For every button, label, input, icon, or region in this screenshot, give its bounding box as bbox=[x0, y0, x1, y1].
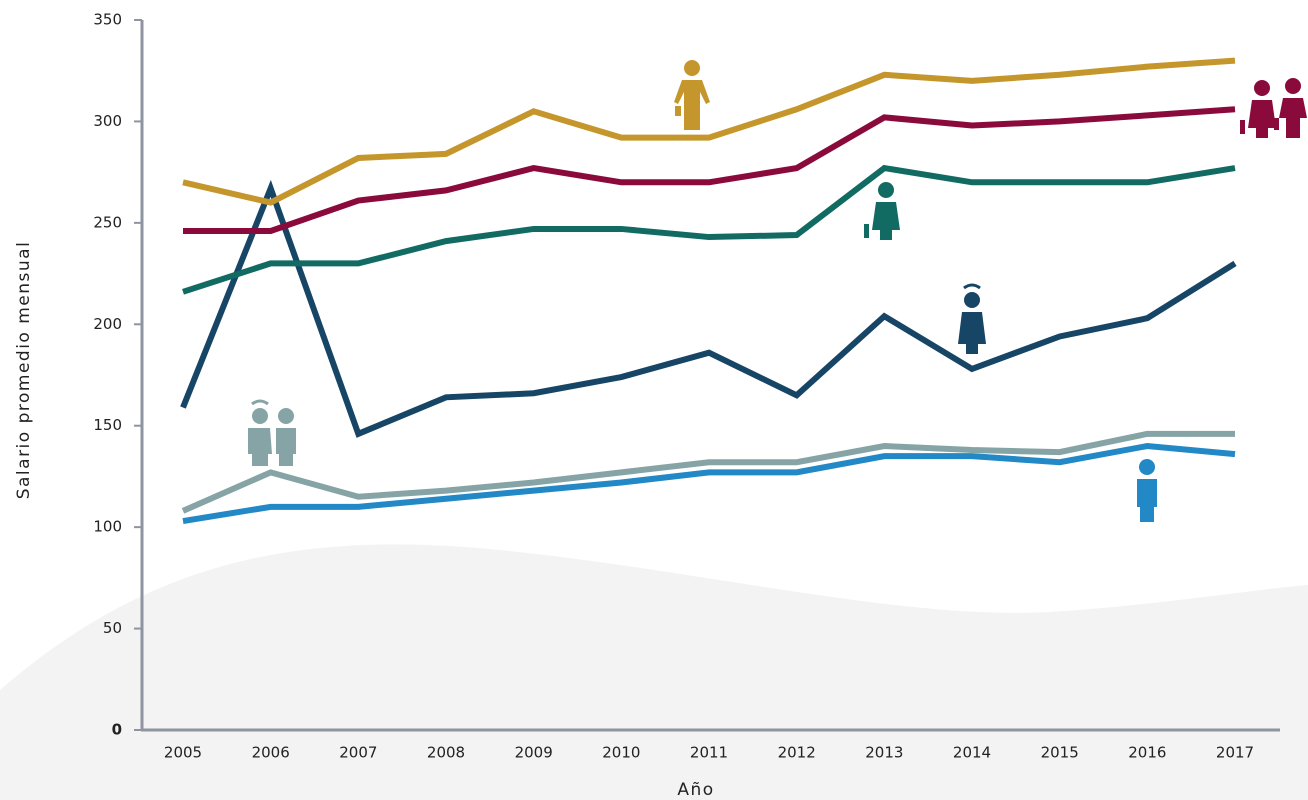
x-tick-label: 2007 bbox=[339, 744, 377, 762]
x-tick-label: 2017 bbox=[1216, 744, 1254, 762]
series-line bbox=[180, 179, 1237, 438]
series-line bbox=[182, 164, 1236, 295]
y-tick-label: 50 bbox=[103, 619, 122, 637]
x-tick-label: 2008 bbox=[427, 744, 465, 762]
x-tick-label: 2011 bbox=[690, 744, 728, 762]
y-tick-label: 300 bbox=[93, 112, 122, 130]
y-tick-label: 150 bbox=[93, 416, 122, 434]
y-tick-label: 350 bbox=[93, 11, 122, 29]
x-tick-label: 2015 bbox=[1041, 744, 1079, 762]
x-tick-label: 2016 bbox=[1128, 744, 1166, 762]
background-wave bbox=[0, 544, 1308, 800]
x-tick-label: 2014 bbox=[953, 744, 991, 762]
x-tick-label: 2005 bbox=[164, 744, 202, 762]
series-line bbox=[182, 442, 1236, 525]
x-tick-label: 2012 bbox=[778, 744, 816, 762]
y-tick-label: 200 bbox=[93, 315, 122, 333]
y-axis-title: Salario promedio mensual bbox=[14, 241, 34, 500]
series-line bbox=[183, 106, 1236, 234]
y-tick-label: 250 bbox=[93, 213, 122, 231]
x-tick-label: 2013 bbox=[865, 744, 903, 762]
icon-couple-gray bbox=[248, 399, 296, 466]
icon-man-gold bbox=[674, 60, 710, 130]
x-tick-label: 2010 bbox=[602, 744, 640, 762]
icon-couple-crimson bbox=[1240, 78, 1307, 138]
series-line bbox=[181, 430, 1235, 514]
icon-nurse-navy bbox=[958, 283, 986, 354]
x-axis-title: Año bbox=[677, 780, 714, 800]
y-tick-label: 0 bbox=[112, 721, 122, 739]
icon-man-blue bbox=[1137, 459, 1157, 522]
icon-woman-teal bbox=[864, 182, 900, 240]
x-tick-label: 2006 bbox=[252, 744, 290, 762]
x-tick-label: 2009 bbox=[515, 744, 553, 762]
y-tick-label: 100 bbox=[93, 518, 122, 536]
series-line bbox=[182, 57, 1236, 206]
